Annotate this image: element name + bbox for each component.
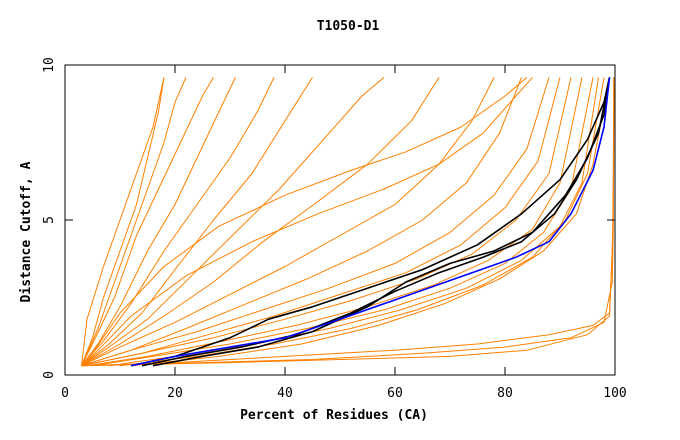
y-tick-label-1: 5: [42, 216, 57, 224]
series-line-5: [81, 77, 313, 367]
series-line-4: [81, 77, 275, 367]
series-line-24: [130, 77, 611, 367]
series-line-19: [81, 77, 528, 367]
series-line-18: [81, 77, 165, 366]
series-line-2: [81, 77, 214, 366]
x-tick-label-3: 60: [387, 386, 403, 401]
series-line-6: [81, 77, 385, 367]
series-group: [81, 77, 615, 367]
series-line-1: [81, 77, 187, 366]
series-line-16: [119, 77, 605, 367]
series-line-7: [81, 77, 440, 367]
series-line-10: [81, 77, 550, 367]
series-line-8: [81, 77, 495, 367]
series-line-14: [92, 77, 594, 367]
series-line-22: [81, 77, 615, 367]
axis-ticks: 0 20 40 60 80 100 0 5 10: [42, 57, 627, 401]
x-tick-label-0: 0: [61, 386, 69, 401]
plot-frame: [64, 64, 616, 376]
series-line-27: [130, 77, 611, 367]
x-tick-label-1: 20: [167, 386, 183, 401]
series-line-9: [81, 77, 522, 367]
x-tick-label-4: 80: [497, 386, 513, 401]
series-line-15: [108, 77, 599, 367]
series-line-11: [81, 77, 561, 367]
series-line-21: [81, 77, 615, 367]
y-tick-label-0: 0: [42, 371, 57, 379]
series-line-13: [86, 77, 583, 367]
x-axis-label: Percent of Residues (CA): [240, 408, 428, 423]
series-line-12: [81, 77, 572, 367]
series-line-26: [141, 77, 611, 367]
chart-title: T1050-D1: [317, 19, 380, 34]
x-tick-label-5: 100: [603, 386, 626, 401]
series-line-17: [130, 77, 610, 367]
series-line-20: [81, 77, 533, 367]
series-line-25: [152, 77, 611, 367]
y-axis-label: Distance Cutoff, A: [19, 161, 34, 302]
series-line-3: [81, 77, 236, 367]
x-tick-label-2: 40: [277, 386, 293, 401]
series-line-23: [81, 77, 615, 367]
series-line-0: [81, 77, 165, 366]
y-tick-label-2: 10: [42, 57, 57, 73]
